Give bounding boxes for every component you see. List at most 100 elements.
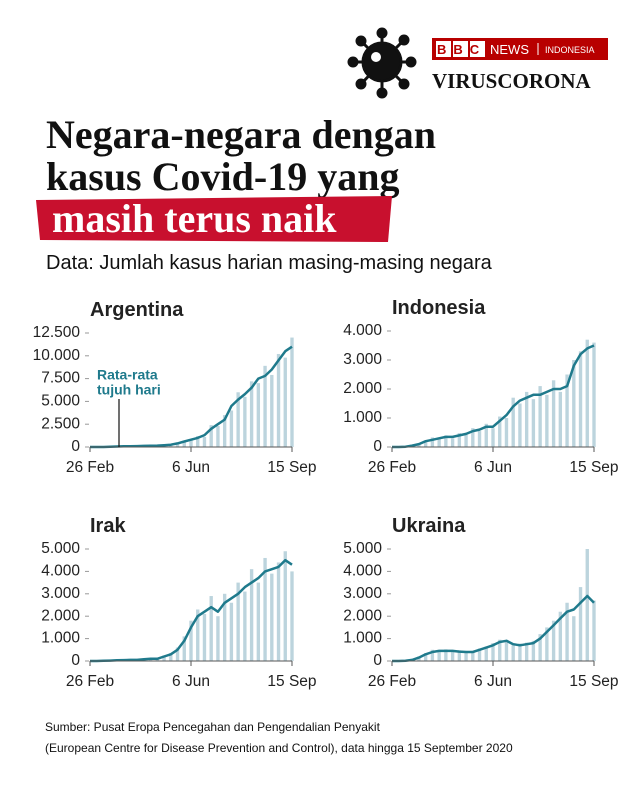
- y-tick-label: 4.000: [41, 562, 80, 579]
- chart-title: Indonesia: [392, 297, 486, 319]
- bar: [511, 645, 515, 661]
- bar: [518, 643, 522, 661]
- y-tick-label: 3.000: [41, 585, 80, 602]
- bar: [572, 616, 576, 661]
- source: Sumber: Pusat Eropa Pencegahan dan Penge…: [45, 720, 381, 734]
- bar: [270, 374, 274, 447]
- subtitle: Data: Jumlah kasus harian masing-masing …: [46, 252, 493, 274]
- y-tick-label: 4.000: [343, 562, 382, 579]
- bar: [511, 397, 515, 447]
- y-tick-label: 5.000: [343, 540, 382, 557]
- y-tick-label: 1.000: [343, 409, 382, 426]
- bar: [222, 415, 227, 447]
- bar: [471, 428, 475, 447]
- bar: [249, 381, 254, 447]
- bar: [464, 652, 468, 661]
- x-tick-label: 26 Feb: [66, 673, 114, 690]
- bar: [290, 337, 294, 447]
- bar: [558, 391, 563, 447]
- bar: [551, 620, 556, 661]
- bar: [545, 394, 549, 447]
- bar: [518, 403, 522, 447]
- bar: [471, 650, 475, 661]
- x-tick-label: 26 Feb: [368, 673, 416, 690]
- bar: [457, 433, 462, 447]
- logo-news: NEWS: [490, 42, 529, 57]
- x-tick-label: 15 Sep: [267, 673, 316, 690]
- chart-title: Ukraina: [392, 515, 466, 537]
- logo-region: INDONESIA: [545, 45, 595, 55]
- y-tick-label: 2.500: [41, 415, 80, 432]
- y-tick-label: 10.000: [33, 347, 81, 364]
- bar: [531, 399, 536, 447]
- bar: [572, 360, 576, 447]
- y-tick-label: 12.500: [33, 324, 81, 341]
- bar: [202, 613, 207, 661]
- bar: [229, 602, 234, 661]
- logo-block: [453, 41, 468, 57]
- x-tick-label: 6 Jun: [172, 459, 210, 476]
- section-name: VIRUSCORONA: [432, 69, 592, 93]
- bar: [504, 418, 509, 447]
- y-tick-label: 4.000: [343, 322, 382, 339]
- x-tick-label: 15 Sep: [569, 459, 618, 476]
- bar: [276, 562, 281, 661]
- bar: [464, 434, 468, 447]
- bar: [202, 436, 207, 447]
- chart-title: Argentina: [90, 299, 184, 321]
- x-tick-label: 15 Sep: [569, 673, 618, 690]
- bar: [229, 410, 234, 447]
- bar: [545, 627, 549, 661]
- bar: [524, 642, 529, 661]
- bar: [504, 641, 509, 661]
- bar: [437, 651, 441, 661]
- bar: [283, 551, 287, 661]
- bar: [484, 646, 488, 661]
- bar: [222, 593, 227, 661]
- average-line: [392, 594, 595, 663]
- bar: [243, 396, 247, 447]
- bar: [209, 425, 213, 447]
- y-tick-label: 3.000: [343, 585, 382, 602]
- bar: [450, 652, 455, 661]
- title-highlight: masih terus naik: [52, 196, 337, 241]
- bar: [169, 653, 173, 661]
- bar: [457, 650, 462, 661]
- bar: [578, 351, 583, 447]
- y-tick-label: 5.000: [41, 540, 80, 557]
- y-tick-label: 1.000: [41, 630, 80, 647]
- bar: [216, 616, 220, 661]
- y-tick-label: 3.000: [343, 351, 382, 368]
- bar: [290, 571, 294, 661]
- bar: [249, 569, 254, 661]
- bar: [423, 653, 428, 661]
- y-tick-label: 0: [71, 438, 80, 455]
- annotation: Rata-rata: [97, 367, 158, 383]
- bar: [538, 634, 542, 661]
- y-tick-label: 2.000: [343, 380, 382, 397]
- x-tick-label: 6 Jun: [474, 459, 512, 476]
- bar: [430, 649, 435, 661]
- average-line: [90, 558, 293, 663]
- bar: [524, 391, 529, 447]
- y-tick-label: 7.500: [41, 370, 80, 387]
- bar: [182, 440, 186, 447]
- bar: [592, 342, 596, 447]
- bar: [256, 383, 261, 447]
- bar: [585, 549, 589, 661]
- bar: [189, 440, 193, 447]
- bar: [270, 573, 274, 661]
- logo-block: [470, 41, 485, 57]
- x-tick-label: 26 Feb: [368, 459, 416, 476]
- bar: [484, 423, 488, 447]
- y-tick-label: 0: [373, 652, 382, 669]
- title-line: Negara-negara dengan: [46, 112, 436, 157]
- bar: [558, 611, 563, 661]
- bar: [592, 600, 596, 661]
- y-tick-label: 5.000: [41, 392, 80, 409]
- highlight-brush: [36, 196, 392, 242]
- title-line: kasus Covid-19 yang: [46, 154, 399, 199]
- bar: [477, 431, 482, 447]
